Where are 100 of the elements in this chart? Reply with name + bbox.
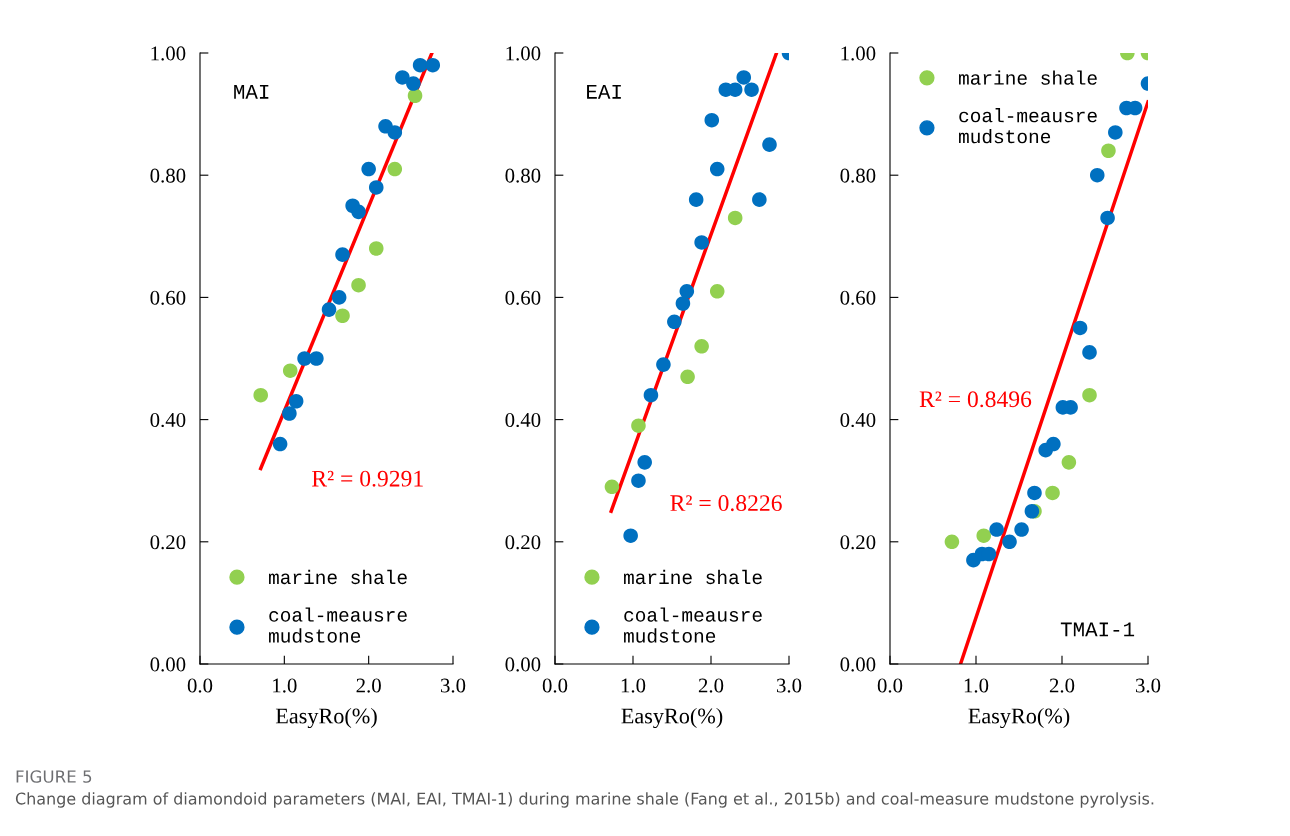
caption: FIGURE 5 — [16, 770, 92, 783]
text: MAI — [234, 84, 269, 99]
point — [694, 339, 709, 354]
text: Change diagram of diamondoid parameters (MAI, EAI, TMAI-1) during marine shale (Fang et al., 2015b) and coal-measure mudstone pyrolysis. — [15, 792, 1154, 808]
point — [656, 357, 671, 372]
point — [387, 161, 403, 177]
point — [631, 473, 646, 488]
point — [351, 204, 366, 220]
point — [253, 387, 268, 403]
point — [331, 290, 347, 305]
legend-label: marine shale — [958, 70, 1097, 85]
point — [688, 192, 704, 207]
x-tick-label: 2.0 — [356, 678, 381, 693]
point — [1002, 534, 1017, 550]
x-tick-label: 1.0 — [621, 678, 646, 693]
point — [944, 534, 960, 550]
legend-label: coal-meausre mudstone — [623, 607, 762, 643]
legend-label: coal-meausre mudstone — [268, 607, 407, 643]
point — [675, 296, 691, 311]
annotation: R² = 0.8226 — [670, 495, 782, 512]
x-tick-label: 2.0 — [1049, 678, 1075, 693]
y-tick-label: 1.00 — [151, 46, 186, 61]
x-tick-label: 1.0 — [273, 678, 297, 693]
text: TMAI-1 — [1060, 622, 1135, 637]
annotation: R² = 0.9291 — [312, 470, 423, 487]
y-tick-label: 0.60 — [840, 290, 876, 305]
legend-label: marine shale — [268, 569, 407, 585]
point — [309, 351, 324, 366]
point — [387, 125, 403, 140]
y-tick-label: 0.00 — [505, 657, 541, 672]
x-tick-label: 0.0 — [542, 678, 568, 693]
point — [368, 180, 384, 195]
point — [406, 76, 421, 91]
point — [679, 284, 695, 299]
y-tick-label: 0.20 — [150, 535, 186, 550]
x-tick-label: 0.0 — [187, 678, 213, 693]
legend-label: marine shale — [623, 569, 762, 585]
point — [727, 210, 743, 226]
point — [1046, 436, 1061, 452]
point — [643, 387, 659, 403]
x-tick-label: 2.0 — [698, 678, 724, 693]
point — [1108, 125, 1123, 140]
x-axis-title: EasyRo(%) — [621, 707, 723, 729]
point — [704, 112, 720, 128]
point — [288, 393, 304, 409]
y-tick-label: 0.40 — [840, 412, 876, 428]
x-axis-title: EasyRo(%) — [968, 707, 1070, 729]
y-tick-label: 0.60 — [505, 290, 541, 305]
x-tick-label: 3.0 — [1135, 678, 1161, 693]
point — [752, 192, 767, 207]
point — [1072, 320, 1088, 336]
text: EAI — [587, 84, 621, 99]
point — [361, 161, 376, 177]
y-tick-label: 1.00 — [841, 46, 876, 61]
point — [1061, 455, 1077, 470]
point — [736, 70, 752, 85]
point — [425, 57, 441, 73]
point — [631, 418, 646, 433]
point — [1045, 485, 1060, 501]
point — [335, 247, 350, 262]
point — [694, 235, 709, 250]
point — [351, 277, 366, 293]
point — [412, 57, 428, 73]
point — [976, 528, 992, 543]
point — [667, 314, 682, 330]
y-tick-label: 0.40 — [150, 412, 186, 428]
point — [1082, 387, 1097, 403]
x-axis-title: EasyRo(%) — [275, 707, 377, 729]
point — [407, 88, 423, 104]
legend-label: coal-meausre mudstone — [958, 108, 1097, 144]
point — [1089, 167, 1105, 183]
point — [395, 70, 410, 85]
x-tick-label: 1.0 — [964, 678, 989, 693]
point — [368, 241, 384, 256]
y-tick-label: 0.00 — [150, 657, 186, 672]
point — [1014, 522, 1029, 537]
point — [604, 479, 620, 495]
annotation: R² = 0.8496 — [919, 391, 1032, 408]
point — [282, 363, 298, 378]
y-tick-label: 1.00 — [506, 46, 541, 61]
point — [744, 82, 759, 97]
point — [762, 137, 777, 152]
point — [1082, 345, 1097, 360]
x-tick-label: 3.0 — [776, 678, 802, 693]
point — [282, 406, 297, 421]
y-tick-label: 0.80 — [150, 168, 186, 183]
x-tick-label: 0.0 — [877, 678, 903, 693]
point — [321, 302, 337, 317]
y-tick-label: 0.20 — [505, 535, 541, 550]
point — [709, 161, 725, 177]
x-tick-label: 3.0 — [440, 678, 466, 693]
point — [709, 284, 725, 299]
y-tick-label: 0.40 — [505, 412, 541, 428]
point — [623, 528, 638, 543]
point — [1027, 485, 1042, 501]
point — [680, 369, 695, 385]
y-tick-label: 0.00 — [840, 657, 876, 672]
y-tick-label: 0.60 — [150, 290, 186, 305]
y-tick-label: 0.80 — [505, 168, 541, 183]
point — [989, 522, 1004, 537]
